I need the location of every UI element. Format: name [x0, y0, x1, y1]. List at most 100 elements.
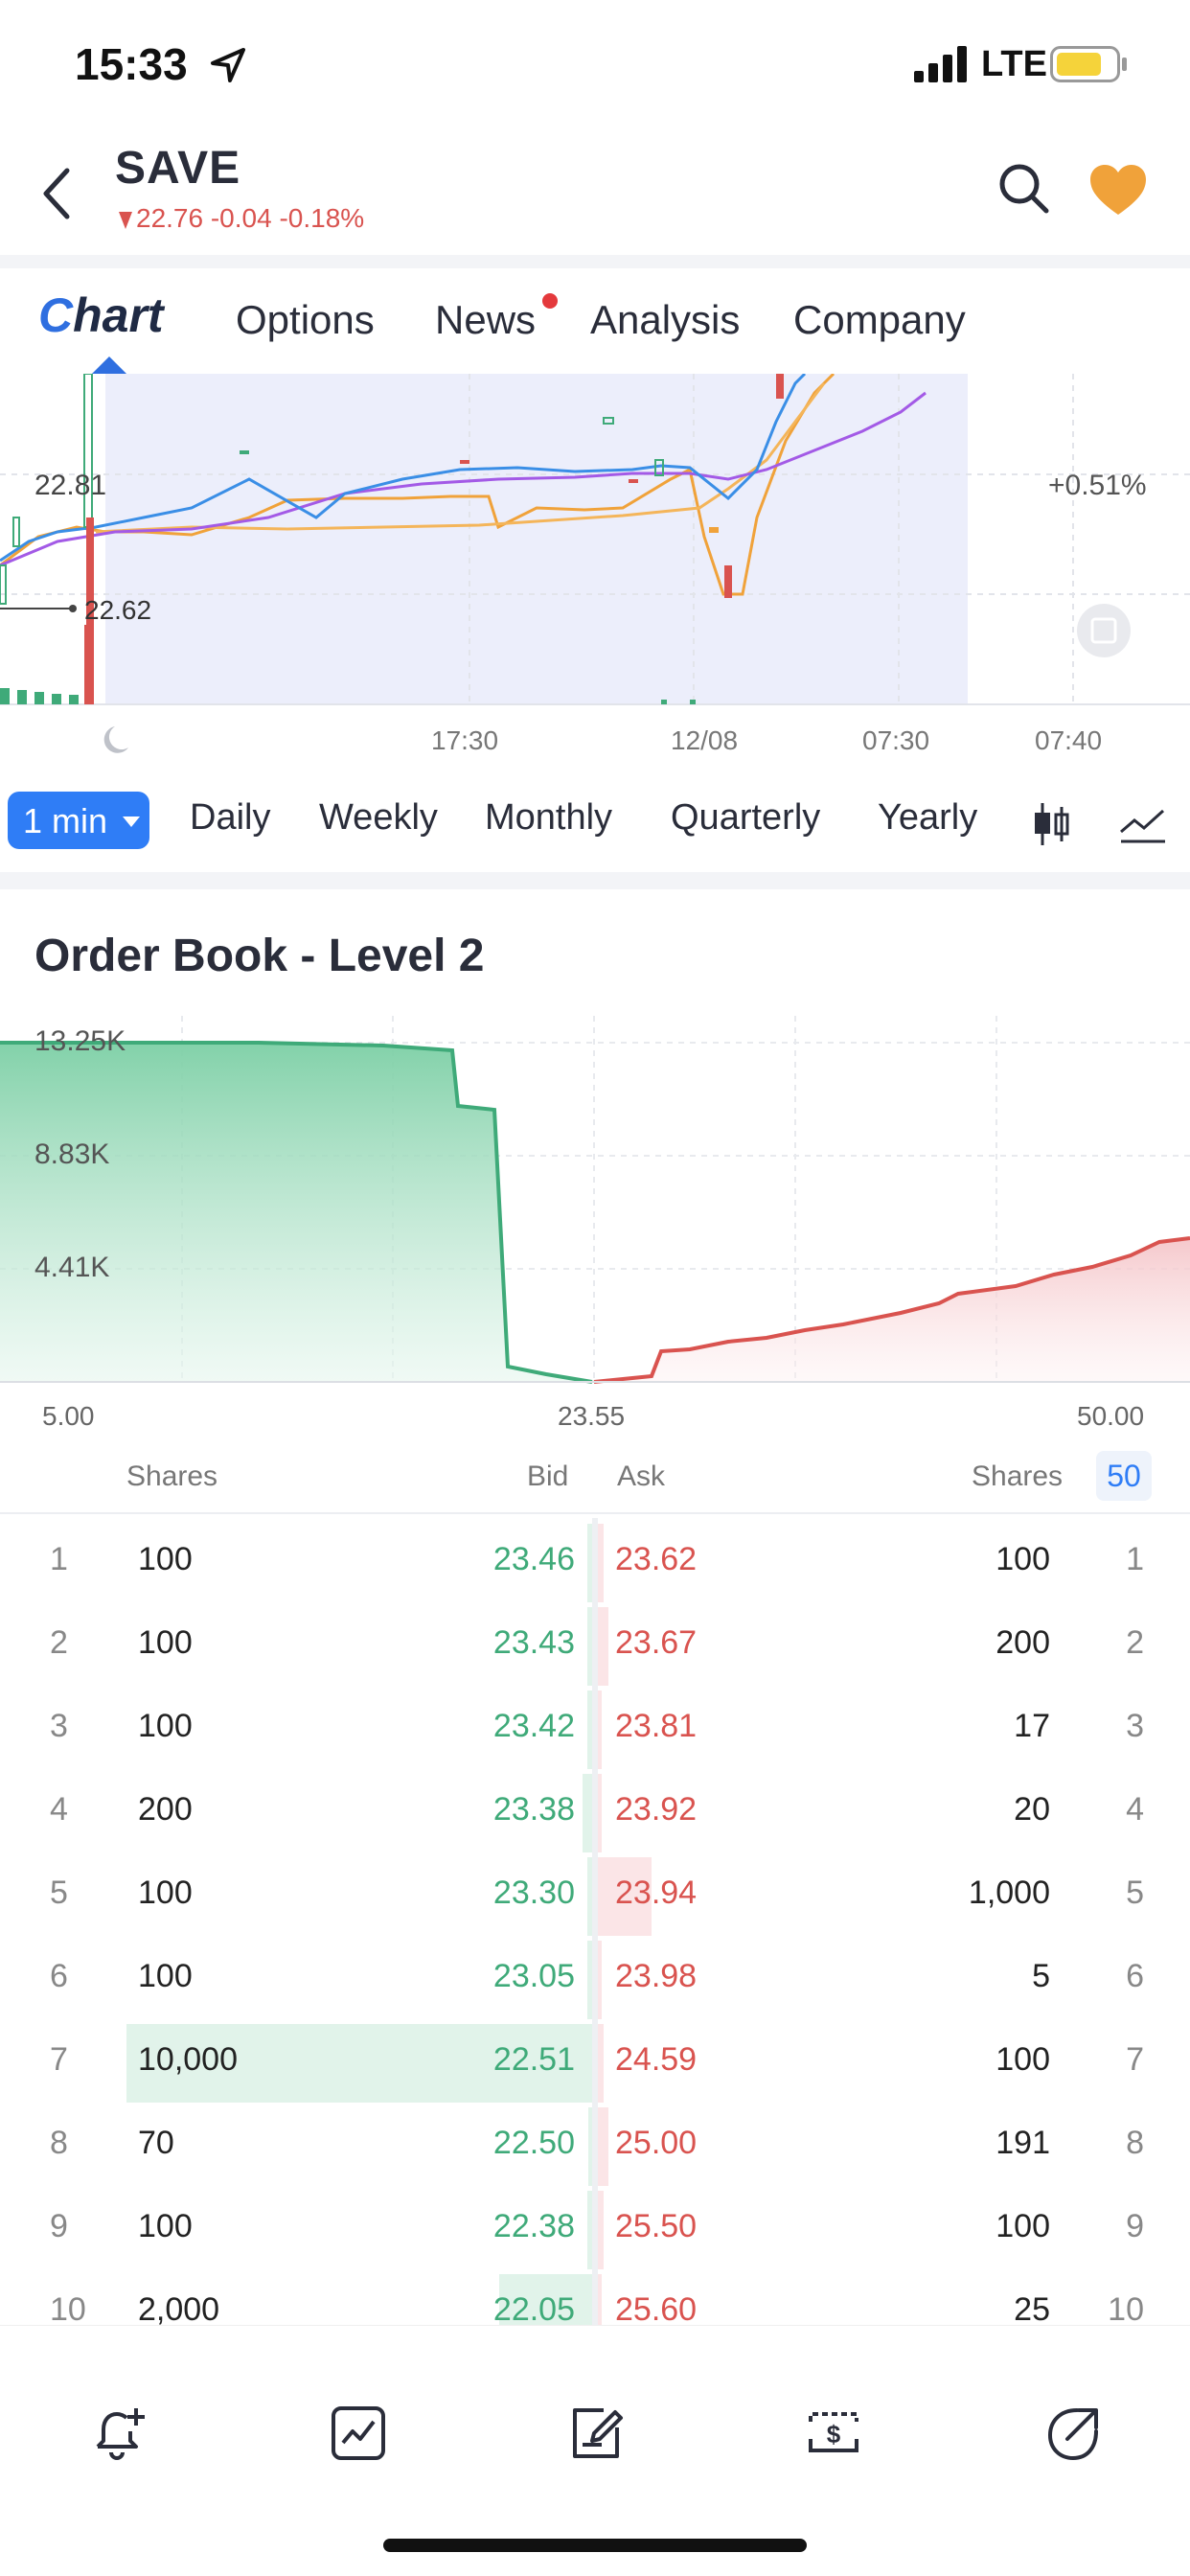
- last-price: 22.76: [136, 203, 204, 233]
- chart-grid: [0, 374, 1190, 704]
- tab-analysis[interactable]: Analysis: [590, 297, 741, 342]
- ask-shares: 1,000: [968, 1874, 1050, 1911]
- edit-note-icon[interactable]: [565, 2403, 627, 2464]
- order-book-row[interactable]: 2 100 23.43 23.67 200 2: [0, 1601, 1190, 1686]
- search-icon[interactable]: [996, 161, 1052, 217]
- period-quarterly[interactable]: Quarterly: [671, 797, 821, 838]
- ask-shares: 5: [1032, 1958, 1050, 1994]
- tab-chart[interactable]: Chart: [38, 288, 164, 342]
- trend-chart-icon[interactable]: [328, 2403, 389, 2464]
- network-type: LTE: [981, 44, 1047, 84]
- order-book-row[interactable]: 7 10,000 22.51 24.59 100 7: [0, 2018, 1190, 2103]
- volume-bars: [0, 625, 696, 704]
- bid-depth-line: [0, 1041, 593, 1384]
- tab-bar: Chart Options News Analysis Company: [0, 268, 1190, 374]
- order-book-row[interactable]: 10 2,000 22.05 25.60 25 10: [0, 2268, 1190, 2325]
- moving-average-orange-2: [95, 382, 826, 534]
- order-book-row[interactable]: 1 100 23.46 23.62 100 1: [0, 1518, 1190, 1602]
- watchlist-heart-icon[interactable]: [1088, 163, 1148, 217]
- bid-shares: 100: [138, 1958, 193, 1994]
- order-book-row[interactable]: 3 100 23.42 23.81 17 3: [0, 1685, 1190, 1769]
- period-1min-button[interactable]: 1 min: [8, 792, 149, 849]
- bid-volume-bar: [588, 2107, 592, 2186]
- tab-news[interactable]: News: [435, 297, 537, 342]
- bid-level-index: 8: [50, 2125, 68, 2161]
- ask-volume-bar: [598, 2191, 604, 2269]
- candlestick-icon[interactable]: [1031, 801, 1073, 847]
- depth-level-selector[interactable]: 50: [1096, 1451, 1152, 1501]
- order-book-row[interactable]: 9 100 22.38 25.50 100 9: [0, 2185, 1190, 2269]
- price-change-percent: -0.18%: [279, 203, 365, 233]
- bid-shares-header: Shares: [126, 1460, 218, 1492]
- order-book-row[interactable]: 8 70 22.50 25.00 191 8: [0, 2102, 1190, 2186]
- period-monthly[interactable]: Monthly: [485, 797, 613, 838]
- bid-depth-area: [0, 1043, 592, 1382]
- depth-y-label: 13.25K: [34, 1025, 126, 1057]
- ask-price: 23.92: [615, 1791, 698, 1828]
- ask-volume-bar: [598, 2274, 602, 2325]
- ask-shares: 20: [1014, 1791, 1050, 1828]
- back-arrow-icon[interactable]: [38, 165, 77, 222]
- bid-price: 23.46: [492, 1541, 575, 1577]
- ask-volume-bar: [598, 1941, 602, 2019]
- price-label-high: 22.81: [34, 470, 106, 501]
- bid-price: 23.43: [492, 1624, 575, 1661]
- tab-options[interactable]: Options: [236, 297, 375, 342]
- status-time: 15:33: [75, 39, 188, 89]
- price-pointer-dot: [69, 605, 77, 612]
- order-book-row[interactable]: 6 100 23.05 23.98 5 6: [0, 1935, 1190, 2019]
- depth-x-label: 50.00: [1077, 1401, 1145, 1431]
- location-arrow-icon: [211, 48, 245, 82]
- order-book-row[interactable]: 5 100 23.30 23.94 1,000 5: [0, 1852, 1190, 1936]
- period-yearly[interactable]: Yearly: [878, 797, 978, 838]
- fullscreen-icon[interactable]: [1077, 604, 1131, 657]
- ask-level-index: 1: [1126, 1541, 1144, 1577]
- bid-volume-bar: [126, 2024, 592, 2103]
- order-book-header: Shares Bid Ask Shares 50: [0, 1451, 1190, 1514]
- price-line-blue: [0, 374, 807, 563]
- tab-company[interactable]: Company: [793, 297, 966, 342]
- bid-price: 22.51: [492, 2041, 575, 2078]
- ask-price: 24.59: [615, 2041, 698, 2078]
- ask-price: 25.50: [615, 2208, 698, 2244]
- bid-price: 23.30: [492, 1874, 575, 1911]
- order-book-row[interactable]: 4 200 23.38 23.92 20 4: [0, 1768, 1190, 1852]
- bid-shares: 200: [138, 1791, 193, 1828]
- news-notification-dot: [542, 293, 558, 309]
- bid-price: 23.38: [492, 1791, 575, 1828]
- ask-level-index: 7: [1126, 2041, 1144, 2078]
- line-chart-icon[interactable]: [1119, 803, 1167, 845]
- dollar-trade-icon[interactable]: $: [803, 2403, 864, 2464]
- chart-selection-region: [105, 374, 968, 704]
- ticker-symbol: SAVE: [115, 143, 241, 194]
- bid-price: 22.05: [492, 2291, 575, 2325]
- bid-level-index: 1: [50, 1541, 68, 1577]
- bid-level-index: 4: [50, 1791, 68, 1828]
- ask-level-index: 9: [1126, 2208, 1144, 2244]
- time-label: 12/08: [671, 725, 738, 755]
- depth-chart-svg: [0, 1016, 1190, 1384]
- ask-price: 25.60: [615, 2291, 698, 2325]
- bid-level-index: 3: [50, 1708, 68, 1744]
- active-tab-pointer: [92, 356, 126, 374]
- ask-price: 23.98: [615, 1958, 698, 1994]
- depth-x-label: 5.00: [42, 1401, 95, 1431]
- add-alert-icon[interactable]: [88, 2403, 149, 2464]
- ask-header: Ask: [617, 1460, 666, 1492]
- depth-chart[interactable]: 13.25K 8.83K 4.41K: [0, 1016, 1190, 1390]
- bid-price: 22.50: [492, 2125, 575, 2161]
- time-label: 07:40: [1035, 725, 1102, 755]
- bid-level-index: 7: [50, 2041, 68, 2078]
- share-icon[interactable]: [1042, 2403, 1104, 2464]
- intraday-chart[interactable]: 22.81 22.62 +0.51% 17:30 12/08 07:30 07:…: [0, 374, 1190, 767]
- ask-volume-bar: [598, 2107, 608, 2186]
- ask-level-index: 3: [1126, 1708, 1144, 1744]
- status-bar: 15:33 LTE: [0, 0, 1190, 125]
- period-daily[interactable]: Daily: [190, 797, 271, 838]
- ask-price: 23.62: [615, 1541, 698, 1577]
- ask-shares: 200: [995, 1624, 1050, 1661]
- ask-level-index: 8: [1126, 2125, 1144, 2161]
- period-selector: 1 min Daily Weekly Monthly Quarterly Yea…: [0, 776, 1190, 872]
- period-weekly[interactable]: Weekly: [319, 797, 438, 838]
- ask-level-index: 6: [1126, 1958, 1144, 1994]
